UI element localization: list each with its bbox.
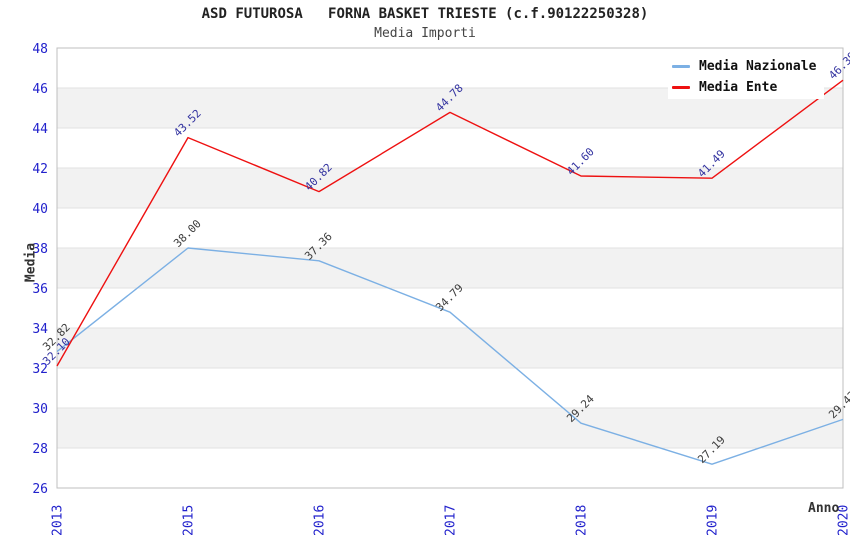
series-line-media-nazionale bbox=[56, 247, 844, 465]
band bbox=[57, 168, 843, 208]
x-tick-label: 2017 bbox=[444, 505, 459, 536]
y-tick-label: 48 bbox=[32, 42, 48, 57]
y-tick-label: 34 bbox=[32, 322, 48, 337]
x-axis-title: Anno bbox=[808, 501, 840, 516]
y-tick-label: 38 bbox=[32, 242, 48, 257]
series-line-media-ente bbox=[56, 79, 844, 367]
y-tick-label: 46 bbox=[32, 82, 48, 97]
legend-swatch-line-icon bbox=[672, 65, 690, 68]
chart-subtitle: Media Importi bbox=[374, 26, 476, 41]
plot-border bbox=[56, 47, 844, 489]
x-tick-label: 2019 bbox=[706, 505, 721, 536]
y-axis-title: Media bbox=[23, 242, 39, 283]
legend-item: Media Nazionale bbox=[672, 59, 816, 74]
data-label: 38.00 bbox=[171, 217, 204, 250]
x-tick-label: 2013 bbox=[51, 505, 66, 536]
x-tick-label: 2018 bbox=[575, 505, 590, 536]
band bbox=[57, 248, 843, 288]
y-tick-label: 30 bbox=[32, 402, 48, 417]
y-tick-label: 36 bbox=[32, 282, 48, 297]
data-label: 29.43 bbox=[826, 389, 850, 422]
data-label: 46.39 bbox=[826, 49, 850, 82]
y-tick-label: 28 bbox=[32, 442, 48, 457]
x-tick-label: 2016 bbox=[313, 505, 328, 536]
y-tick-label: 44 bbox=[32, 122, 48, 137]
legend: Media Nazionale Media Ente bbox=[668, 55, 825, 99]
x-tick-label: 2015 bbox=[182, 505, 197, 536]
y-tick-label: 40 bbox=[32, 202, 48, 217]
legend-label: Media Ente bbox=[699, 80, 778, 95]
y-tick-label: 26 bbox=[32, 482, 48, 497]
band bbox=[57, 408, 843, 448]
y-tick-label: 32 bbox=[32, 362, 48, 377]
legend-item: Media Ente bbox=[672, 80, 816, 95]
x-tick-label: 2020 bbox=[837, 505, 850, 536]
legend-label: Media Nazionale bbox=[699, 59, 817, 74]
band bbox=[57, 328, 843, 368]
legend-swatch-line-icon bbox=[672, 86, 690, 89]
chart-title: ASD FUTUROSA FORNA BASKET TRIESTE (c.f.9… bbox=[201, 6, 649, 22]
y-tick-label: 42 bbox=[32, 162, 48, 177]
